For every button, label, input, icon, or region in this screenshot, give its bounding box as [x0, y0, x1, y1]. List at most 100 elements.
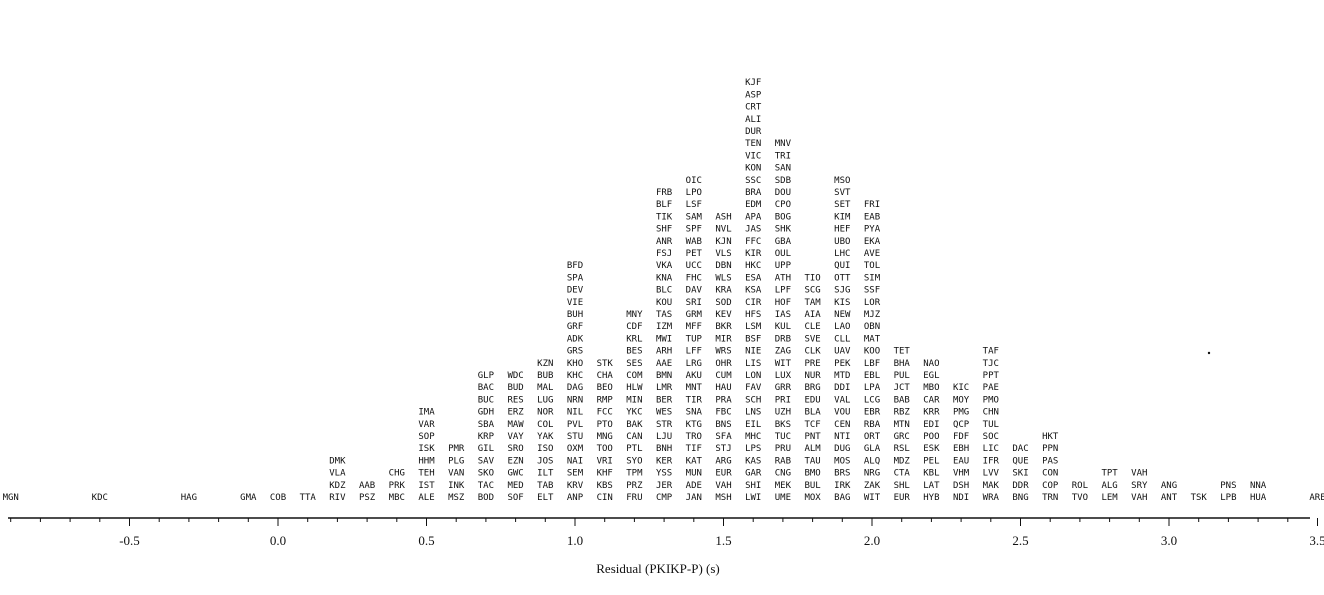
bin-column: MBC PRK CHG: [389, 469, 406, 503]
bin-column: MOX BUL BMO TAU ALM PNT TCF BLA EDU BRG NUR PRE CLK S…: [804, 273, 821, 503]
station-label: MUN: [686, 469, 702, 479]
bin-column: HUA NNA: [1250, 481, 1267, 503]
station-label: RMP: [597, 395, 614, 405]
station-label: TIK: [656, 212, 673, 222]
bin-column: ANP KRV SEM NAI OXM STU PVL NIL NRN DAG KHC KHO GRS A…: [567, 261, 584, 503]
station-label: KAS: [745, 456, 761, 466]
station-label: EDM: [745, 200, 762, 210]
station-label: EAB: [864, 212, 880, 222]
station-label: UME: [775, 493, 791, 503]
station-label: BSF: [745, 334, 761, 344]
station-label: PET: [686, 249, 703, 259]
station-label: MSZ: [448, 493, 465, 503]
station-label: OBN: [864, 322, 880, 332]
station-label: PRK: [389, 481, 406, 491]
station-label: DUR: [745, 127, 762, 137]
station-label: LHC: [834, 249, 850, 259]
station-label: STK: [597, 359, 614, 369]
station-label: GIL: [478, 444, 494, 454]
station-label: BUD: [507, 383, 523, 393]
station-label: RSL: [894, 444, 910, 454]
station-label: IFR: [983, 456, 1000, 466]
station-label: SSC: [745, 176, 761, 186]
station-label: VIE: [567, 298, 583, 308]
station-label: OHR: [715, 359, 732, 369]
bin-column: FRU PRZ TPM SYO PTL CAN BAK YKC MIN HLW COM SES BES K…: [626, 310, 643, 503]
station-label: UPP: [775, 261, 792, 271]
station-label: CHA: [597, 371, 614, 381]
station-label: EAU: [953, 456, 969, 466]
station-label: PNS: [1220, 481, 1236, 491]
station-label: KDZ: [329, 481, 346, 491]
station-label: TAU: [804, 456, 820, 466]
station-label: PAE: [983, 383, 999, 393]
station-label: LFF: [686, 347, 702, 357]
station-label: OUL: [775, 249, 791, 259]
station-label: SAN: [775, 164, 791, 174]
station-label: LVV: [983, 469, 1000, 479]
station-label: EUR: [715, 469, 732, 479]
station-label: PVL: [567, 420, 583, 430]
station-label: HKC: [745, 261, 761, 271]
station-label: RBZ: [894, 408, 911, 418]
station-label: BNH: [656, 444, 672, 454]
station-label: BER: [656, 395, 673, 405]
station-label: SOP: [418, 432, 435, 442]
station-label: MTN: [894, 420, 910, 430]
bin-column: PSZ AAB: [359, 481, 376, 503]
station-label: CRT: [745, 103, 762, 113]
station-label: MEK: [775, 481, 792, 491]
station-label: HAU: [715, 383, 731, 393]
station-label: BLF: [656, 200, 672, 210]
station-label: SPF: [686, 225, 702, 235]
station-label: SCG: [804, 286, 820, 296]
station-label: LPS: [745, 444, 761, 454]
station-label: TTA: [300, 493, 317, 503]
station-label: KHO: [567, 359, 583, 369]
station-label: MSO: [834, 176, 850, 186]
station-label: HUA: [1250, 493, 1267, 503]
station-label: TAF: [983, 347, 999, 357]
bin-column: BOD TAC SKO SAV GIL KRP SBA GDH BUC BAC GLP: [478, 371, 495, 503]
station-label: QUE: [1012, 456, 1028, 466]
station-label: PRA: [715, 395, 732, 405]
station-label: TEN: [745, 139, 761, 149]
station-label: ASP: [745, 90, 762, 100]
station-label: NAI: [567, 456, 583, 466]
station-label: CAN: [626, 432, 642, 442]
station-label: SOD: [715, 298, 731, 308]
station-label: MNT: [686, 383, 703, 393]
bin-column: LPB PNS: [1220, 481, 1236, 503]
station-label: GLP: [478, 371, 495, 381]
station-label: FHC: [686, 273, 702, 283]
station-label: CNG: [775, 469, 791, 479]
station-label: KNA: [656, 273, 673, 283]
station-label: TIO: [804, 273, 820, 283]
station-label: NUR: [804, 371, 821, 381]
station-label: VRI: [597, 456, 613, 466]
station-label: SVE: [804, 334, 820, 344]
station-label: PLG: [448, 456, 464, 466]
station-label: JCT: [894, 383, 911, 393]
station-label: ARE: [1309, 493, 1324, 503]
station-label: PMR: [448, 444, 465, 454]
station-label: UBO: [834, 237, 850, 247]
station-label: TUC: [775, 432, 791, 442]
station-label: GWC: [507, 469, 523, 479]
station-label: NRG: [864, 469, 880, 479]
station-label: TUP: [686, 334, 703, 344]
bin-column: TRN COP CON PAS PPN HKT: [1042, 432, 1059, 503]
station-label: HYB: [923, 493, 939, 503]
station-label: CLL: [834, 334, 850, 344]
station-label: STU: [567, 432, 583, 442]
station-label: PPT: [983, 371, 1000, 381]
station-label: OTT: [834, 273, 851, 283]
station-label: KOU: [656, 298, 672, 308]
station-label: ALG: [1101, 481, 1117, 491]
station-label: ILT: [537, 469, 554, 479]
station-label: BUC: [478, 395, 494, 405]
station-label: VAN: [448, 469, 464, 479]
station-label: ADK: [567, 334, 584, 344]
station-label: MFF: [686, 322, 702, 332]
station-label: MAK: [983, 481, 1000, 491]
